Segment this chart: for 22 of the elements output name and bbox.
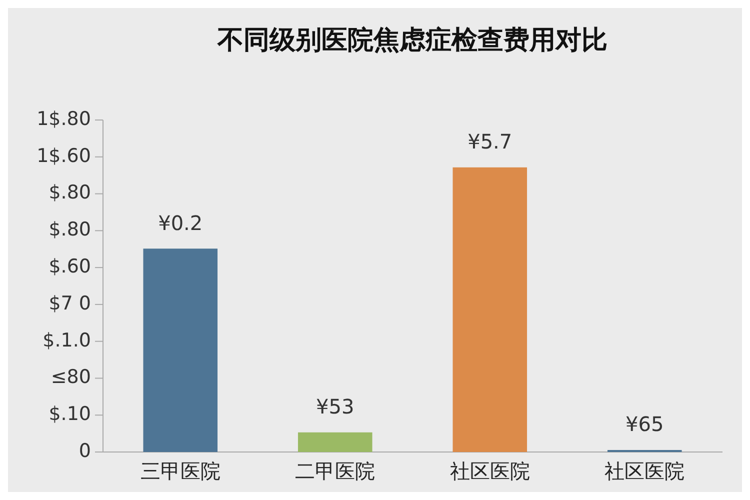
x-tick-label: 二甲医院 xyxy=(295,459,376,484)
text: $.10 xyxy=(48,403,91,426)
x-tick-label: 三甲医院 xyxy=(140,459,220,484)
annotation: ¥53 xyxy=(316,394,354,419)
x-tick-label: 社区医院 xyxy=(450,459,530,484)
text: 0 xyxy=(78,440,91,462)
text: $7 0 xyxy=(48,292,91,314)
annotation: ¥65 xyxy=(626,412,664,436)
annotation: ¥0.2 xyxy=(158,210,203,235)
text: ≤80 xyxy=(50,366,91,388)
text: $.80 xyxy=(48,182,91,204)
text: 1$.60 xyxy=(36,144,91,167)
text: 1$.80 xyxy=(36,108,91,130)
chart-title: 不同级别医院焦虑症检查费用对比 xyxy=(216,25,608,56)
text: $.60 xyxy=(48,255,91,278)
x-tick-label: 社区医院 xyxy=(604,459,685,484)
text: ¥5.7 xyxy=(468,129,512,154)
bar xyxy=(143,248,218,452)
bar xyxy=(298,432,372,452)
text: $.1.0 xyxy=(42,329,91,352)
text: $.80 xyxy=(48,218,91,241)
bar xyxy=(452,167,528,452)
